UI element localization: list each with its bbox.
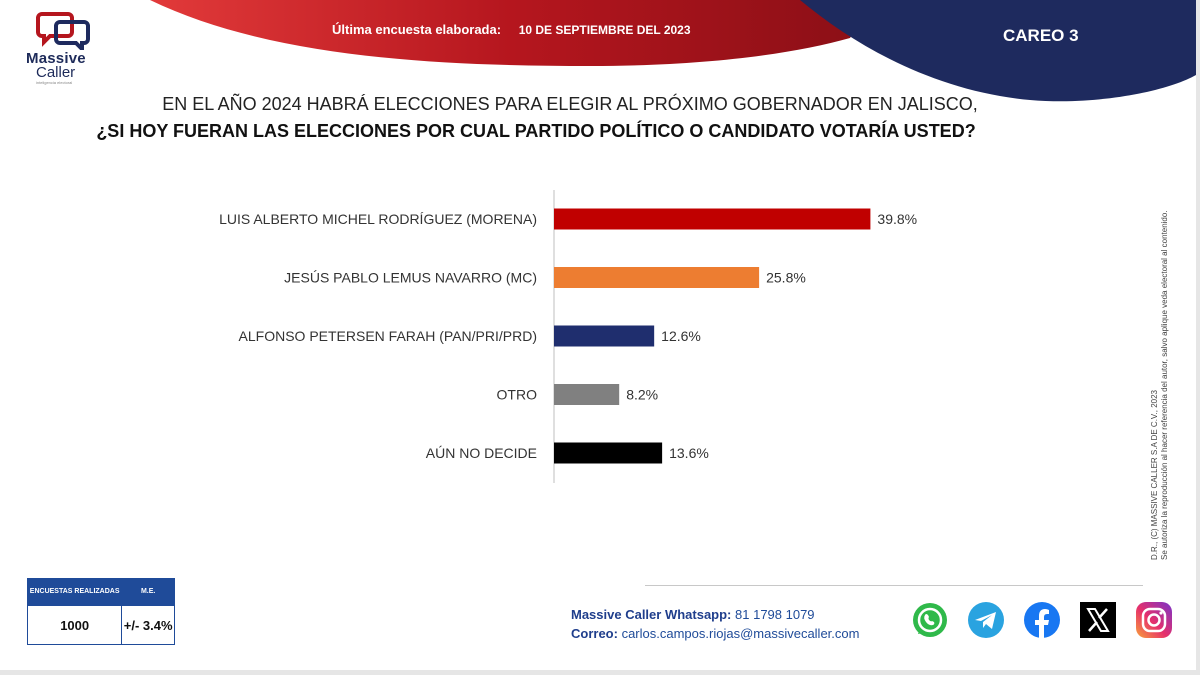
data-label: 12.6% (661, 328, 701, 344)
bar (554, 208, 871, 230)
category-label: JESÚS PABLO LEMUS NAVARRO (MC) (284, 270, 537, 286)
surveys-header: ENCUESTAS REALIZADAS (26, 578, 123, 606)
margin-error-value: +/- 3.4% (121, 605, 175, 645)
data-label: 8.2% (626, 387, 658, 403)
bar (554, 267, 760, 288)
social-icons (910, 600, 1174, 640)
disclaimer-line-1: D.R., (C) MASSIVE CALLER S.A DE C.V., 20… (1150, 390, 1159, 560)
frame-edge-bottom (0, 670, 1200, 675)
bar (554, 442, 663, 464)
data-label: 25.8% (766, 270, 806, 286)
footer-divider (645, 585, 1143, 586)
logo-line-1: Massive (26, 50, 86, 67)
surveys-value: 1000 (26, 605, 123, 645)
data-label: 13.6% (669, 445, 709, 461)
chat-bubbles-icon (36, 12, 90, 50)
contact-info: Massive Caller Whatsapp: 81 1798 1079 Co… (571, 605, 859, 643)
margin-error-header: M.E. (121, 578, 175, 606)
logo-tagline: inteligencia electoral (36, 80, 73, 85)
logo-line-2: Caller (36, 64, 76, 81)
survey-stats-table: ENCUESTAS REALIZADAS M.E. 1000 +/- 3.4% (26, 578, 175, 645)
data-label: 39.8% (877, 211, 917, 227)
whatsapp-label: Massive Caller Whatsapp: (571, 607, 732, 622)
bar (554, 384, 620, 405)
question-line-2: ¿SI HOY FUERAN LAS ELECCIONES POR CUAL P… (96, 121, 976, 141)
disclaimer-line-2: Se autoriza la reproducción al hacer ref… (1160, 210, 1169, 560)
category-label: LUIS ALBERTO MICHEL RODRÍGUEZ (MORENA) (219, 211, 537, 227)
facebook-icon[interactable] (1022, 600, 1062, 640)
x-icon[interactable] (1078, 600, 1118, 640)
category-label: ALFONSO PETERSEN FARAH (PAN/PRI/PRD) (239, 328, 537, 344)
whatsapp-icon[interactable] (910, 600, 950, 640)
survey-date-value: 10 DE SEPTIEMBRE DEL 2023 (518, 23, 691, 37)
survey-date-label: Última encuesta elaborada: (332, 22, 502, 37)
bar-chart: LUIS ALBERTO MICHEL RODRÍGUEZ (MORENA) 39… (219, 190, 917, 483)
category-label: OTRO (497, 387, 538, 403)
telegram-icon[interactable] (966, 600, 1006, 640)
whatsapp-number: 81 1798 1079 (735, 607, 815, 622)
instagram-icon[interactable] (1134, 600, 1174, 640)
copyright-disclaimer: D.R., (C) MASSIVE CALLER S.A DE C.V., 20… (1150, 130, 1170, 560)
question-line-1: EN EL AÑO 2024 HABRÁ ELECCIONES PARA ELE… (162, 94, 978, 114)
bar (554, 325, 655, 347)
frame-edge-right (1196, 0, 1200, 675)
massive-caller-logo: Massive Caller inteligencia electoral (26, 10, 106, 90)
careo-title: CAREO 3 (1003, 26, 1079, 45)
email-label: Correo: (571, 626, 618, 641)
survey-date-banner: Última encuesta elaborada: 10 DE SEPTIEM… (332, 22, 691, 37)
category-label: AÚN NO DECIDE (426, 445, 537, 461)
email-address[interactable]: carlos.campos.riojas@massivecaller.com (621, 626, 860, 641)
